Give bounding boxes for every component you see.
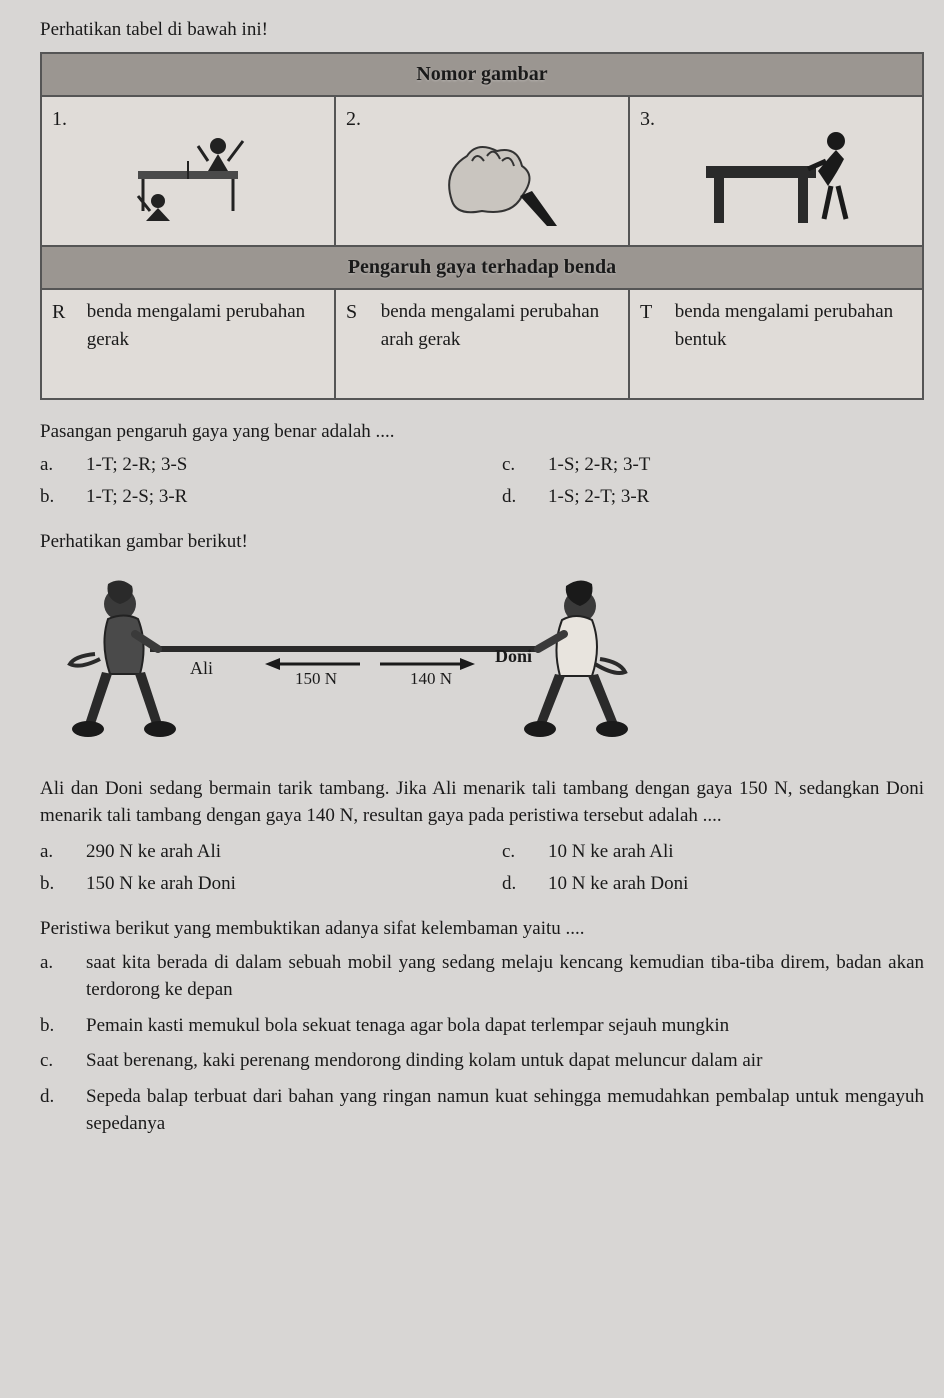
q3-option-a: a. saat kita berada di dalam sebuah mobi… — [40, 949, 924, 1004]
label-ali: Ali — [190, 658, 213, 678]
option-text: Saat berenang, kaki perenang mendorong d… — [86, 1047, 924, 1075]
image-number-3: 3. — [640, 105, 655, 134]
image-number-2: 2. — [346, 105, 361, 134]
question-1: Pasangan pengaruh gaya yang benar adalah… — [40, 418, 924, 511]
option-text: 1-S; 2-T; 3-R — [548, 483, 649, 511]
option-text: 1-T; 2-S; 3-R — [86, 483, 187, 511]
option-letter: b. — [40, 483, 62, 511]
question-3: Peristiwa berikut yang membuktikan adany… — [40, 915, 924, 1138]
option-letter: d. — [502, 870, 524, 898]
letter-r: R — [52, 298, 82, 327]
instruction-1: Perhatikan tabel di bawah ini! — [40, 16, 924, 44]
image-cell-1: 1. — [41, 96, 335, 246]
option-text: 150 N ke arah Doni — [86, 870, 236, 898]
option-letter: c. — [40, 1047, 62, 1075]
question-2: Ali dan Doni sedang bermain tarik tamban… — [40, 775, 924, 897]
gambar-table: Nomor gambar 1. — [40, 52, 924, 400]
cell-r: R benda mengalami perubahan gerak — [41, 289, 335, 399]
option-letter: a. — [40, 838, 62, 866]
image-number-1: 1. — [52, 105, 67, 134]
illustration-2-hand-clay — [346, 105, 618, 237]
q1-stem: Pasangan pengaruh gaya yang benar adalah… — [40, 418, 924, 446]
q2-option-a: a. 290 N ke arah Ali — [40, 838, 462, 866]
q3-option-c: c. Saat berenang, kaki perenang mendoron… — [40, 1047, 924, 1075]
cell-t: T benda mengalami perubahan bentuk — [629, 289, 923, 399]
cell-s: S benda mengalami perubahan arah gerak — [335, 289, 629, 399]
q1-option-c: c. 1-S; 2-R; 3-T — [502, 451, 924, 479]
q1-option-b: b. 1-T; 2-S; 3-R — [40, 483, 462, 511]
q2-para: Ali dan Doni sedang bermain tarik tamban… — [40, 775, 924, 830]
image-cell-2: 2. — [335, 96, 629, 246]
table-header-nomor: Nomor gambar — [41, 53, 923, 96]
desc-s: benda mengalami perubahan arah gerak — [381, 298, 615, 355]
option-letter: b. — [40, 1012, 62, 1040]
option-letter: b. — [40, 870, 62, 898]
letter-t: T — [640, 298, 670, 327]
option-text: 1-T; 2-R; 3-S — [86, 451, 187, 479]
label-140n: 140 N — [410, 669, 452, 688]
option-text: 1-S; 2-R; 3-T — [548, 451, 650, 479]
option-letter: c. — [502, 838, 524, 866]
q1-option-d: d. 1-S; 2-T; 3-R — [502, 483, 924, 511]
q3-stem: Peristiwa berikut yang membuktikan adany… — [40, 915, 924, 943]
table-header-pengaruh: Pengaruh gaya terhadap benda — [41, 246, 923, 289]
q2-option-c: c. 10 N ke arah Ali — [502, 838, 924, 866]
letter-s: S — [346, 298, 376, 327]
image-cell-3: 3. — [629, 96, 923, 246]
illustration-1-tabletennis — [52, 105, 324, 237]
option-letter: a. — [40, 949, 62, 1004]
desc-r: benda mengalami perubahan gerak — [87, 298, 321, 355]
q2-option-b: b. 150 N ke arah Doni — [40, 870, 462, 898]
option-text: 10 N ke arah Doni — [548, 870, 688, 898]
q2-option-d: d. 10 N ke arah Doni — [502, 870, 924, 898]
illustration-3-push-table — [640, 105, 912, 237]
q3-option-b: b. Pemain kasti memukul bola sekuat tena… — [40, 1012, 924, 1040]
label-150n: 150 N — [295, 669, 337, 688]
option-text: 10 N ke arah Ali — [548, 838, 674, 866]
option-letter: d. — [502, 483, 524, 511]
instruction-2: Perhatikan gambar berikut! — [40, 528, 924, 556]
option-letter: a. — [40, 451, 62, 479]
q3-option-d: d. Sepeda balap terbuat dari bahan yang … — [40, 1083, 924, 1138]
option-letter: c. — [502, 451, 524, 479]
label-doni: Doni — [495, 646, 532, 666]
tug-of-war-illustration: Ali 150 N 140 N Doni — [40, 564, 924, 761]
option-text: Pemain kasti memukul bola sekuat tenaga … — [86, 1012, 924, 1040]
desc-t: benda mengalami perubahan bentuk — [675, 298, 909, 355]
option-text: 290 N ke arah Ali — [86, 838, 221, 866]
option-text: Sepeda balap terbuat dari bahan yang rin… — [86, 1083, 924, 1138]
option-text: saat kita berada di dalam sebuah mobil y… — [86, 949, 924, 1004]
q1-option-a: a. 1-T; 2-R; 3-S — [40, 451, 462, 479]
option-letter: d. — [40, 1083, 62, 1138]
